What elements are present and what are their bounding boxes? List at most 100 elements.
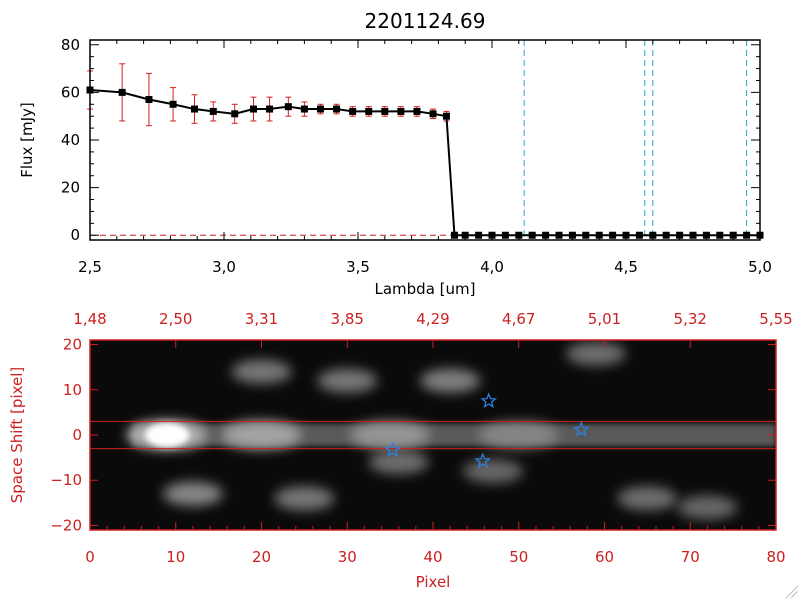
flux-data-point <box>266 105 274 113</box>
flux-data-point <box>542 231 550 239</box>
spectrum-frame <box>89 39 761 241</box>
flux-data-point <box>743 231 751 239</box>
flux-data-point <box>429 110 437 118</box>
image-bright-blob <box>463 459 524 484</box>
x-tick-label: 4,5 <box>614 258 638 276</box>
flux-data-point <box>528 231 536 239</box>
image-x-tick-label: 30 <box>338 548 357 566</box>
image-top-tick-label: 1,48 <box>73 310 106 328</box>
image-y-tick-label: 10 <box>63 381 82 399</box>
spectrum-panel: 2201124.69 2,5 3,0 3,5 4,0 4,5 5,0 020406080 … <box>18 9 772 298</box>
image-bright-blob <box>317 368 378 393</box>
spectral-image <box>90 340 776 530</box>
image-x-tick-label: 10 <box>166 548 185 566</box>
y-tick-label: 80 <box>61 36 80 54</box>
image-top-tick-label: 2,50 <box>159 310 192 328</box>
image-y-tick-label: 20 <box>63 336 82 354</box>
image-y-tick-label: −20 <box>50 516 82 534</box>
flux-data-point <box>118 88 126 96</box>
flux-data-point <box>595 231 603 239</box>
flux-data-point <box>249 105 257 113</box>
image-top-tick-label: 5,01 <box>588 310 621 328</box>
x-tick-label: 3,5 <box>346 258 370 276</box>
flux-data-point <box>635 231 643 239</box>
y-tick-label: 40 <box>61 131 80 149</box>
spectrum-x-ticks: 2,5 3,0 3,5 4,0 4,5 5,0 <box>78 40 772 276</box>
flux-data-point <box>662 231 670 239</box>
y-axis-label: Flux [mJy] <box>18 102 36 178</box>
star-marker-icon <box>474 452 492 469</box>
image-top-tick-label: 3,31 <box>245 310 278 328</box>
x-tick-label: 4,0 <box>480 258 504 276</box>
flux-data-point <box>555 231 563 239</box>
image-bright-blob <box>162 481 223 506</box>
flux-data-point <box>169 100 177 108</box>
flux-data-point <box>676 231 684 239</box>
image-bright-blob <box>677 495 738 520</box>
flux-data-point <box>568 231 576 239</box>
flux-data-point <box>381 107 389 115</box>
image-bottom-x-ticks: 0 10 20 30 40 50 60 70 80 <box>85 522 786 566</box>
image-y-tick-label: 0 <box>72 426 82 444</box>
y-tick-label: 60 <box>61 83 80 101</box>
image-bright-blob <box>274 486 335 511</box>
image-bright-blob <box>565 341 626 366</box>
image-bright-blob <box>368 450 429 475</box>
flux-data-point <box>145 96 153 104</box>
image-y-tick-label: −10 <box>50 471 82 489</box>
flux-data-point <box>349 107 357 115</box>
flux-data-point <box>397 107 405 115</box>
y-tick-label: 20 <box>61 179 80 197</box>
image-x-tick-label: 60 <box>595 548 614 566</box>
flux-data-point <box>450 231 458 239</box>
flux-data-point <box>689 231 697 239</box>
image-x-tick-label: 20 <box>252 548 271 566</box>
image-star-markers <box>384 392 590 469</box>
image-y-ticks: −20 −10 0 10 20 <box>50 336 776 534</box>
image-top-tick-label: 5,32 <box>674 310 707 328</box>
star-marker-icon <box>573 420 590 437</box>
image-bright-blob <box>231 359 292 384</box>
flux-data-point <box>209 107 217 115</box>
flux-data-point <box>413 107 421 115</box>
x-tick-label: 3,0 <box>212 258 236 276</box>
flux-data-point <box>300 105 308 113</box>
flux-data-point <box>333 105 341 113</box>
flux-data-point <box>702 231 710 239</box>
image-x-tick-label: 0 <box>85 548 95 566</box>
flux-data-point <box>582 231 590 239</box>
image-top-tick-label: 5,55 <box>759 310 792 328</box>
image-top-tick-label: 3,85 <box>331 310 364 328</box>
trace-hotspot <box>145 423 190 447</box>
y-tick-label: 0 <box>70 226 80 244</box>
image-panel: 0 10 20 30 40 50 60 70 80 1,48 2,50 3,31 3,85 4,29 4,… <box>8 310 793 591</box>
flux-data-point <box>191 105 199 113</box>
flux-data-point <box>316 105 324 113</box>
image-bright-blob <box>617 486 678 511</box>
flux-data-point <box>284 103 292 111</box>
spectrum-y-ticks: 0 20 40 60 80 <box>61 36 760 244</box>
chart-title: 2201124.69 <box>365 9 486 33</box>
flux-data-point <box>365 107 373 115</box>
image-bright-blob <box>420 368 481 393</box>
resize-grip-icon[interactable] <box>785 585 799 599</box>
trace-band <box>132 423 776 447</box>
flux-data-point <box>515 231 523 239</box>
flux-data-point <box>475 231 483 239</box>
flux-data-point <box>729 231 737 239</box>
flux-data-point <box>231 110 239 118</box>
flux-data-point <box>649 231 657 239</box>
x-tick-label: 5,0 <box>748 258 772 276</box>
image-x-tick-label: 80 <box>766 548 785 566</box>
flux-data-point <box>609 231 617 239</box>
extraction-aperture-lines <box>90 420 776 450</box>
x-tick-label: 2,5 <box>78 258 102 276</box>
image-top-x-ticks: 1,48 2,50 3,31 3,85 4,29 4,67 5,01 5,32 5,55 <box>73 310 793 348</box>
star-marker-icon <box>480 392 498 409</box>
image-spectral-trace <box>132 423 776 447</box>
star-marker-icon <box>384 441 402 458</box>
flux-data-point <box>442 112 450 120</box>
image-top-tick-label: 4,29 <box>416 310 449 328</box>
image-x-tick-label: 70 <box>681 548 700 566</box>
